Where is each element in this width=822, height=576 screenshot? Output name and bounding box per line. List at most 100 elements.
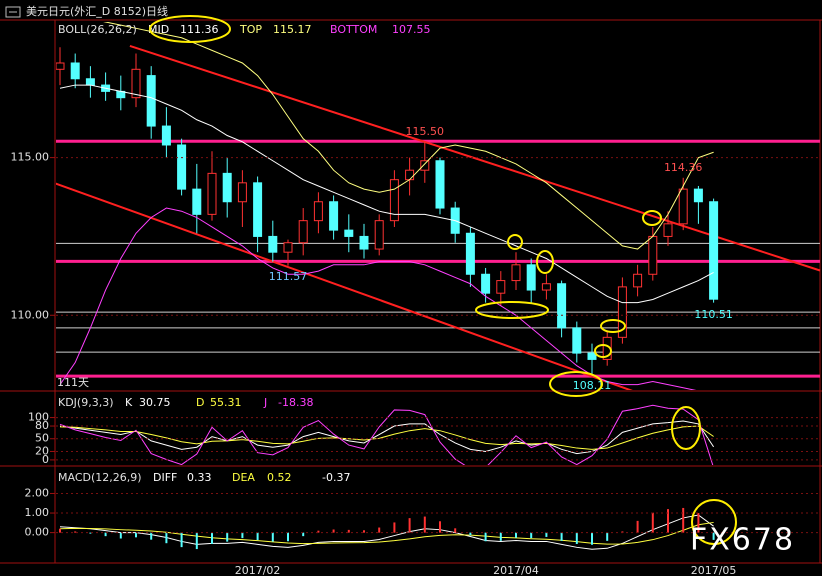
- candle-body: [374, 220, 384, 250]
- candle-body: [709, 201, 719, 300]
- candle-body: [526, 264, 536, 291]
- title-bar: 美元日元(外汇_D 8152)日线: [5, 4, 168, 18]
- trend-line: [129, 45, 821, 272]
- candle-body: [465, 232, 475, 275]
- legend-value: 0.33: [187, 471, 212, 484]
- histogram-bar: [697, 513, 700, 533]
- histogram-bar: [408, 518, 411, 533]
- histogram-bar: [454, 528, 457, 533]
- histogram-bar: [165, 532, 168, 544]
- x-tick-label: 2017/02: [235, 564, 281, 576]
- histogram-bar: [332, 529, 335, 533]
- legend-name: D: [196, 396, 204, 409]
- histogram-bar: [423, 516, 426, 533]
- histogram-bar: [651, 512, 654, 533]
- candle-body: [511, 264, 521, 282]
- panel: [59, 507, 715, 550]
- y-tick-label: 115.00: [11, 151, 50, 164]
- histogram-bar: [363, 530, 365, 533]
- price-annotation: 114.36: [664, 161, 703, 174]
- candle-body: [587, 352, 597, 360]
- candle-body: [693, 188, 703, 203]
- histogram-bar: [591, 532, 593, 545]
- series-line: [59, 420, 715, 455]
- candle-body: [222, 172, 232, 203]
- candle-body: [177, 144, 187, 190]
- candle-body: [678, 188, 688, 225]
- y-tick-label: 1.00: [25, 506, 50, 519]
- trend-line: [56, 182, 633, 390]
- histogram-bar: [712, 532, 715, 540]
- series-line: [103, 22, 714, 250]
- candle-body: [329, 201, 339, 231]
- candle-body: [648, 235, 658, 275]
- histogram-bar: [211, 532, 213, 544]
- legend-value: -0.37: [322, 471, 350, 484]
- y-tick-label: 50: [35, 432, 49, 445]
- price-annotation: 110.51: [694, 308, 733, 321]
- candle-body: [70, 62, 80, 80]
- candle-body: [253, 182, 263, 237]
- highlight-circles: [149, 15, 737, 545]
- histogram-bar: [515, 532, 517, 538]
- histogram-bar: [271, 532, 274, 542]
- legend-value: 115.17: [273, 23, 312, 36]
- candle-body: [207, 172, 217, 215]
- histogram-bar: [499, 532, 502, 541]
- series-line: [59, 514, 714, 550]
- histogram-bar: [545, 532, 548, 537]
- candle-body: [313, 201, 323, 222]
- histogram-bar: [317, 530, 320, 533]
- candle-body: [56, 62, 65, 70]
- period-note: 111天: [57, 376, 89, 389]
- panel: [56, 22, 821, 390]
- candle-body: [617, 286, 627, 338]
- candle-body: [557, 283, 567, 329]
- histogram-bar: [241, 532, 244, 539]
- histogram-bar: [347, 529, 350, 533]
- histogram-bar: [575, 532, 578, 544]
- indicator-label: BOLL(26,26,2): [58, 23, 137, 36]
- histogram-bar: [302, 532, 305, 537]
- histogram-bar: [135, 532, 137, 538]
- histogram-bar: [393, 522, 396, 533]
- legend-value: 55.31: [210, 396, 242, 409]
- y-tick-label: 2.00: [25, 486, 50, 499]
- price-annotation: 108.11: [573, 379, 612, 392]
- candle-body: [389, 179, 399, 222]
- candle-body: [541, 283, 551, 291]
- menu-icon[interactable]: [5, 6, 21, 18]
- candle-body: [298, 220, 308, 244]
- legend-name: TOP: [239, 23, 262, 36]
- candle-body: [268, 235, 278, 253]
- candle-body: [85, 78, 95, 86]
- series-line: [59, 404, 714, 465]
- candle-body: [663, 223, 673, 237]
- candle-body: [359, 235, 369, 250]
- histogram-bar: [682, 507, 685, 533]
- y-tick-label: 110.00: [11, 308, 50, 321]
- y-tick-label: 100: [28, 411, 49, 424]
- candle-body: [572, 327, 582, 354]
- candle-body: [146, 75, 156, 127]
- y-tick-label: 0: [42, 453, 49, 466]
- y-tick-label: 0.00: [25, 526, 50, 539]
- histogram-bar: [378, 527, 381, 533]
- series-line: [59, 521, 714, 545]
- legend-name: BOTTOM: [330, 23, 377, 36]
- price-annotation: 115.50: [406, 125, 445, 138]
- candle-body: [192, 188, 202, 215]
- histogram-bar: [621, 531, 624, 533]
- legend-value: -18.38: [278, 396, 313, 409]
- legend-name: K: [125, 396, 133, 409]
- histogram-bar: [150, 532, 153, 540]
- x-tick-label: 2017/04: [493, 564, 539, 576]
- candle-body: [131, 68, 141, 99]
- legend-name: DIFF: [153, 471, 177, 484]
- legend-name: DEA: [232, 471, 255, 484]
- y-tick-label: 80: [35, 419, 49, 432]
- legend-value: 0.52: [267, 471, 292, 484]
- indicator-label: MACD(12,26,9): [58, 471, 142, 484]
- x-tick-label: 2017/05: [691, 564, 737, 576]
